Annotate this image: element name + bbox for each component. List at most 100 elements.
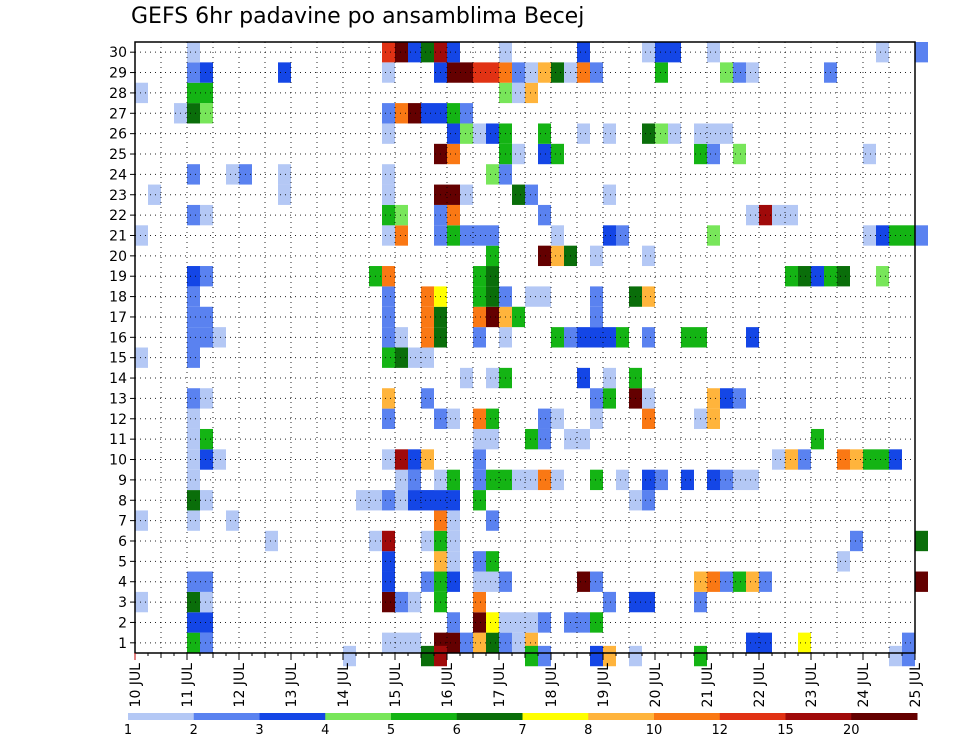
heatmap-cell [772, 449, 785, 470]
heatmap-cell [798, 449, 811, 470]
heatmap-cell [837, 449, 850, 470]
heatmap-cell [187, 306, 200, 328]
y-axis: 1234567891011121314151617181920212223242… [109, 45, 135, 652]
colorbar-label: 1 [124, 723, 132, 738]
heatmap-cell [447, 42, 460, 63]
heatmap-cell [408, 632, 421, 653]
heatmap-cell [863, 225, 876, 246]
heatmap-cell [603, 225, 616, 246]
colorbar-swatch [851, 713, 918, 720]
y-tick-label: 22 [109, 208, 127, 224]
heatmap-cell [382, 347, 395, 368]
heatmap-cell [187, 327, 200, 348]
x-tick-label: 24 JUL [856, 663, 872, 708]
heatmap-cell [278, 184, 291, 205]
heatmap-cell [200, 62, 213, 83]
heatmap-cell [486, 612, 499, 633]
heatmap-cell [421, 490, 434, 511]
x-tick-label: 10 JUL [128, 663, 144, 708]
y-tick-label: 17 [109, 310, 127, 326]
heatmap-cell [590, 306, 603, 328]
heatmap-cell [447, 62, 460, 83]
colorbar-label: 20 [843, 723, 860, 738]
x-tick-label: 23 JUL [804, 663, 820, 708]
heatmap-cell [473, 591, 486, 613]
heatmap-cell [642, 245, 655, 267]
y-tick-label: 29 [109, 66, 127, 82]
heatmap-cell [382, 266, 395, 287]
heatmap-cell [382, 551, 395, 572]
heatmap-cell [733, 143, 746, 165]
heatmap-cell [486, 367, 499, 389]
heatmap-cell [551, 245, 564, 267]
heatmap-cell [473, 327, 486, 348]
heatmap-cell [200, 327, 213, 348]
heatmap-cell [447, 632, 460, 653]
heatmap-cell [421, 530, 434, 552]
y-tick-label: 6 [118, 534, 127, 550]
y-tick-label: 21 [109, 228, 127, 244]
heatmap-cell [356, 490, 369, 511]
heatmap-cell [486, 225, 499, 246]
heatmap-cell [889, 645, 902, 667]
y-tick-label: 30 [109, 45, 127, 61]
heatmap-cell [447, 571, 460, 592]
x-axis: 10 JUL 11 JUL 12 JUL 13 JUL 14 JUL 15 JUL 16 J… [128, 653, 924, 707]
y-tick-label: 19 [109, 269, 127, 285]
x-tick-label: 25 JUL [908, 663, 924, 708]
heatmap-cell [551, 408, 564, 429]
heatmap-cell [447, 184, 460, 205]
heatmap-cell [200, 204, 213, 226]
heatmap-cell [278, 164, 291, 185]
heatmap-cell [486, 551, 499, 572]
heatmap-cell [434, 645, 447, 667]
colorbar-label: 6 [453, 723, 461, 738]
x-tick-label: 11 JUL [180, 663, 196, 708]
heatmap-cell [733, 62, 746, 83]
heatmap-cell [551, 143, 564, 165]
heatmap-cell [486, 408, 499, 429]
x-tick-label: 17 JUL [492, 663, 508, 708]
heatmap-cell [538, 62, 551, 83]
heatmap-cell [200, 449, 213, 470]
heatmap-cell [382, 306, 395, 328]
heatmap-cell [720, 571, 733, 592]
heatmap-cell [785, 449, 798, 470]
heatmap-cell [863, 449, 876, 470]
heatmap-cell [772, 204, 785, 226]
heatmap-cell [421, 347, 434, 368]
heatmap-cell [512, 612, 525, 633]
y-tick-label: 2 [118, 615, 127, 631]
heatmap-cell [395, 347, 408, 368]
y-tick-label: 12 [109, 412, 127, 428]
heatmap-cell [642, 286, 655, 307]
heatmap-cell [512, 82, 525, 104]
heatmap-cell [473, 306, 486, 328]
colorbar-label: 7 [518, 723, 526, 738]
x-tick-label: 16 JUL [440, 663, 456, 708]
heatmap-cell [473, 266, 486, 287]
heatmap-cell [915, 571, 928, 592]
colorbar-swatch [456, 713, 523, 720]
heatmap-cell [460, 103, 473, 124]
heatmap-cell [421, 103, 434, 124]
heatmap-cell [525, 645, 538, 667]
heatmap-cell [200, 103, 213, 124]
heatmap-cell [525, 62, 538, 83]
heatmap-cell [421, 42, 434, 63]
heatmap-cell [486, 306, 499, 328]
heatmap-cell [460, 367, 473, 389]
heatmap-cell [187, 388, 200, 409]
heatmap-cell [135, 347, 148, 368]
y-tick-label: 9 [118, 473, 127, 489]
heatmap-cell [603, 388, 616, 409]
heatmap-cell [746, 632, 759, 653]
x-tick-label: 21 JUL [700, 663, 716, 708]
heatmap-cell [213, 327, 226, 348]
heatmap-cell [187, 164, 200, 185]
heatmap-cell [187, 266, 200, 287]
heatmap-cell [837, 551, 850, 572]
heatmap-cell [733, 388, 746, 409]
x-tick-label: 19 JUL [596, 663, 612, 708]
